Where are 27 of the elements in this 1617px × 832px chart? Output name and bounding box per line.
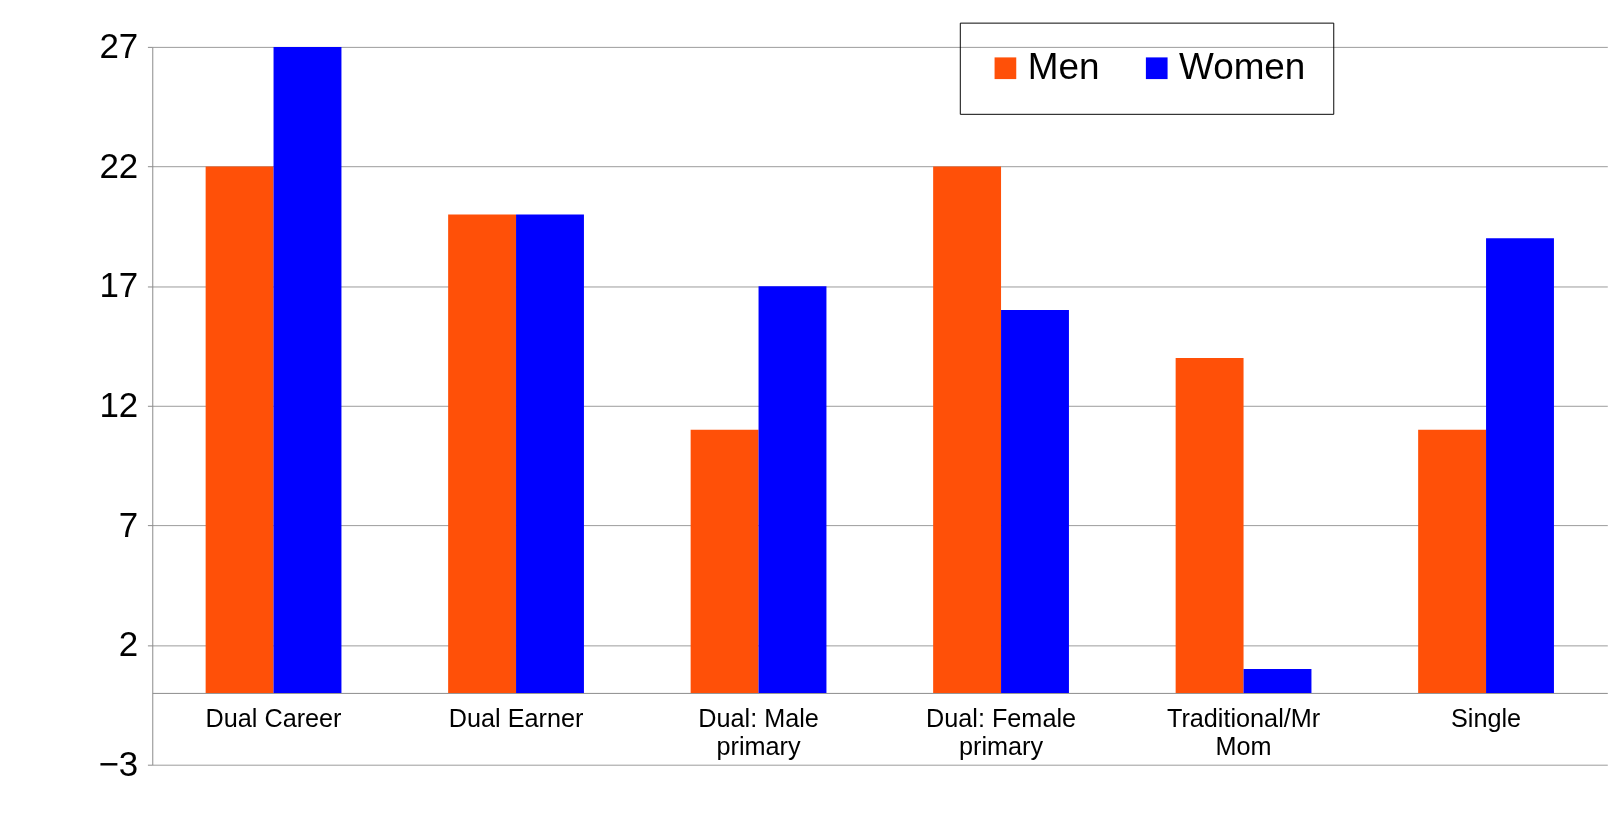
y-tick-label: 12 (99, 384, 139, 424)
x-tick-label: Single (1450, 704, 1522, 733)
bar (273, 46, 342, 693)
bar (758, 286, 827, 693)
bar (1175, 357, 1244, 693)
legend-label: Women (1179, 45, 1306, 87)
y-tick-label: 2 (118, 624, 139, 664)
y-tick-label: 17 (99, 265, 139, 305)
x-tick-label: Dual Earner (448, 704, 584, 733)
bar (205, 166, 274, 693)
x-tick-label: Dual: Female primary (926, 704, 1077, 760)
legend-label: Men (1027, 45, 1100, 87)
bar (1243, 669, 1312, 693)
y-tick-label: −3 (98, 743, 139, 783)
bar (1418, 429, 1487, 693)
y-tick-label: 7 (118, 504, 139, 544)
bar (448, 214, 517, 693)
y-tick-label: 22 (99, 145, 139, 185)
x-tick-label: Traditional/Mr Mom (1166, 704, 1321, 760)
bar (690, 429, 759, 693)
y-tick-label: 27 (99, 26, 139, 66)
bar (1486, 238, 1554, 693)
x-tick-label: Dual: Male primary (698, 704, 819, 760)
bar (516, 214, 584, 693)
x-tick-label: Dual Career (205, 704, 342, 733)
bar (1001, 310, 1069, 693)
bar (933, 166, 1002, 693)
